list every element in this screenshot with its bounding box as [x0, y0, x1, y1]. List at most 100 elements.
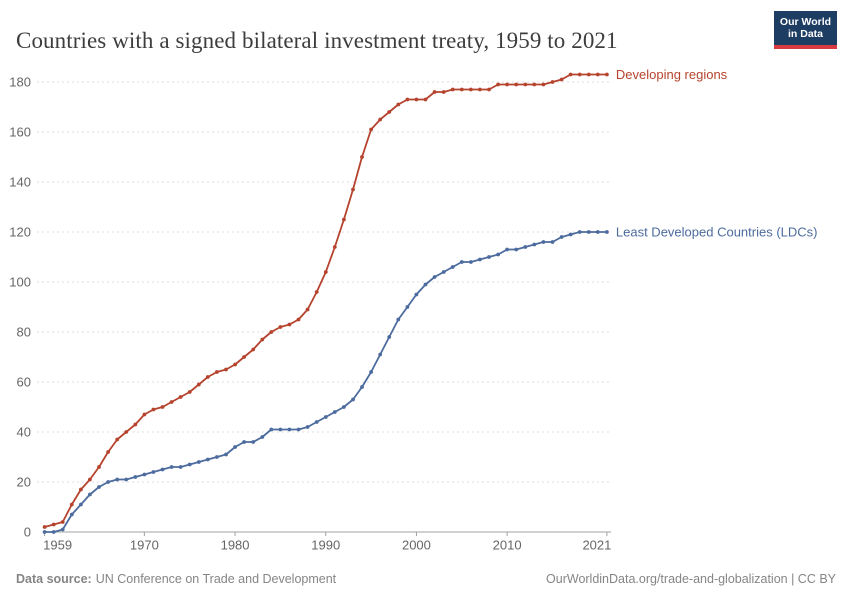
data-point [296, 427, 301, 432]
data-point [559, 235, 564, 239]
data-point [106, 480, 110, 484]
data-point [414, 97, 419, 102]
y-axis-tick-label: 140 [9, 175, 31, 190]
data-point [142, 472, 147, 477]
data-point [151, 470, 156, 474]
data-point [432, 275, 437, 279]
data-point [478, 257, 482, 262]
data-point [79, 487, 83, 492]
data-point [586, 72, 591, 77]
data-point [260, 337, 265, 342]
data-point [423, 97, 428, 102]
gridlines: 0 20 40 60 80 100 120 140 160 180 1959 1970 1980 1990… [9, 75, 611, 553]
data-point [423, 282, 428, 287]
data-point [79, 502, 83, 507]
data-point [314, 420, 319, 424]
x-axis-tick-label: 1959 [43, 538, 72, 553]
series-ldcs: Least Developed Countries (LDCs) [42, 225, 818, 534]
data-point [469, 87, 473, 92]
x-axis-tick-label: 1990 [311, 538, 340, 553]
data-point [60, 520, 65, 524]
y-axis-tick-label: 20 [17, 475, 31, 490]
data-point [360, 155, 364, 159]
data-point [51, 530, 56, 534]
data-point [287, 427, 292, 432]
data-point [251, 440, 256, 444]
data-point [360, 385, 364, 389]
data-point [88, 477, 92, 482]
data-point [478, 87, 482, 92]
data-point [314, 290, 319, 294]
data-point [496, 82, 500, 87]
data-point [51, 522, 56, 527]
y-axis-tick-label: 180 [9, 75, 31, 90]
data-point [196, 382, 201, 387]
owid-logo[interactable]: Our World in Data [774, 11, 837, 49]
data-point [233, 362, 238, 367]
data-point [178, 395, 183, 399]
page-title: Countries with a signed bilateral invest… [16, 28, 618, 54]
chart-canvas: 0 20 40 60 80 100 120 140 160 180 1959 1970 1980 1990… [9, 67, 818, 553]
data-point [142, 412, 147, 417]
data-point [187, 390, 192, 394]
data-point [97, 465, 101, 469]
data-point [441, 90, 446, 94]
y-axis-tick-label: 60 [17, 375, 31, 390]
series-end-label-ldcs[interactable]: Least Developed Countries (LDCs) [616, 225, 818, 240]
chart-area: 0 20 40 60 80 100 120 140 160 180 1959 1970 1980 1990… [0, 58, 850, 560]
data-point [296, 317, 301, 322]
owid-logo-line2: in Data [787, 28, 823, 40]
data-point [332, 245, 337, 249]
data-point [595, 230, 600, 234]
data-point [387, 110, 392, 114]
data-point [559, 77, 564, 82]
owid-logo-line1: Our World [779, 15, 832, 28]
data-point [224, 452, 228, 457]
series-line-developing-regions [43, 73, 608, 528]
data-point [133, 422, 138, 427]
data-point [577, 230, 582, 234]
data-point [323, 270, 328, 274]
data-point [459, 87, 464, 92]
data-point [115, 477, 120, 482]
data-point [378, 117, 383, 122]
data-point [577, 72, 582, 77]
series-end-label-developing-regions[interactable]: Developing regions [616, 67, 728, 82]
data-point [505, 82, 509, 87]
data-point [305, 425, 310, 429]
data-point [514, 82, 519, 87]
y-axis-tick-label: 160 [9, 125, 31, 140]
data-source-value: UN Conference on Trade and Development [95, 572, 337, 586]
data-point [205, 457, 210, 462]
data-point [106, 450, 110, 454]
license-link[interactable]: OurWorldinData.org/trade-and-globalizati… [546, 572, 836, 586]
data-point [169, 465, 174, 469]
data-point [550, 240, 555, 244]
data-point [124, 430, 129, 434]
y-axis-tick-label: 120 [9, 225, 31, 240]
data-point [342, 217, 346, 222]
data-point [124, 477, 129, 482]
x-axis-tick-label: 2010 [493, 538, 522, 553]
data-point [541, 82, 546, 87]
data-point [459, 260, 464, 264]
data-point [278, 427, 283, 432]
data-point [305, 307, 310, 312]
data-point [42, 530, 47, 534]
y-axis-tick-label: 40 [17, 425, 31, 440]
data-point [69, 512, 74, 517]
data-point [342, 405, 346, 409]
data-point [196, 460, 201, 464]
data-point [178, 465, 183, 469]
data-point [414, 292, 419, 297]
data-point [160, 467, 165, 472]
series-developing-regions: Developing regions [42, 67, 728, 529]
data-point [450, 87, 455, 92]
data-point [215, 370, 219, 374]
data-point [595, 72, 600, 77]
data-point [269, 427, 274, 432]
data-point [514, 247, 519, 252]
data-point [160, 405, 165, 409]
data-point [605, 230, 609, 234]
